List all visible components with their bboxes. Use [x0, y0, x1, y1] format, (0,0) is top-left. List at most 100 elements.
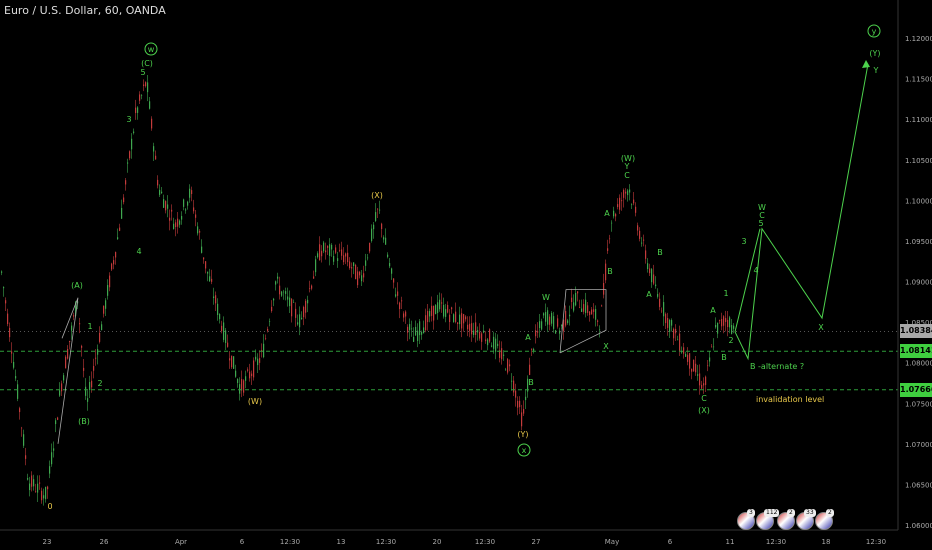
candle-body: [447, 304, 449, 313]
time-axis[interactable]: 23 26 Apr 6 12:30 13 12:30 20 12:30 27 May 6 11 12:30…: [0, 529, 898, 546]
wave-label: (X): [698, 406, 710, 415]
price-tick-label: 1.12000: [905, 35, 932, 43]
candle-body: [467, 324, 469, 330]
candle-body: [217, 303, 219, 315]
candle-body: [253, 360, 255, 378]
candle-body: [615, 213, 617, 217]
candle-body: [493, 336, 495, 349]
candle-body: [361, 275, 363, 282]
candle-body: [31, 475, 33, 487]
candle-body: [109, 275, 111, 288]
candle-body: [367, 257, 369, 259]
candle-body: [107, 285, 109, 296]
candle-body: [11, 351, 13, 354]
candle-body: [635, 206, 637, 213]
wave-label: A: [525, 333, 531, 342]
time-tick-label: 26: [100, 538, 109, 546]
candle-body: [477, 330, 479, 333]
wave-label: B: [657, 248, 663, 257]
candle-body: [103, 305, 105, 314]
wave-circle-icon: [867, 24, 881, 38]
time-tick-label: 13: [337, 538, 346, 546]
candle-body: [555, 330, 557, 334]
candle-body: [63, 375, 65, 381]
candle-body: [263, 343, 265, 358]
candle-body: [193, 207, 195, 212]
candle-body: [237, 379, 239, 383]
candle-body: [69, 340, 71, 343]
candle-body: [313, 276, 315, 279]
candle-body: [391, 268, 393, 274]
candle-body: [353, 262, 355, 266]
candle-body: [579, 307, 581, 308]
projection-path: [734, 63, 869, 361]
candle-body: [15, 376, 17, 379]
price-axis[interactable]: 1.06000 1.06500 1.07000 1.07500 1.08000 1.085…: [897, 0, 932, 530]
candle-body: [187, 201, 189, 206]
candle-body: [319, 244, 321, 261]
wave-label: B: [528, 378, 534, 387]
wave-label: 2: [97, 379, 102, 388]
wave-label: (X): [371, 191, 383, 200]
price-tick-label: 1.07500: [905, 400, 932, 408]
candle-body: [681, 351, 683, 353]
candle-body: [587, 305, 589, 313]
candle-body: [381, 223, 383, 230]
candle-body: [507, 359, 509, 373]
candle-body: [341, 249, 343, 256]
candle-body: [471, 323, 473, 335]
event-count: 112: [764, 509, 780, 517]
candle-body: [573, 302, 575, 311]
wave-label: C: [624, 171, 630, 180]
candle-body: [651, 269, 653, 283]
candle-body: [5, 300, 7, 304]
candle-body: [267, 328, 269, 331]
candle-body: [85, 386, 87, 396]
candle-body: [439, 299, 441, 310]
candle-body: [369, 242, 371, 252]
candle-body: [653, 274, 655, 284]
candle-body: [495, 338, 497, 352]
wave-label: (Y): [869, 49, 880, 58]
candle-body: [461, 313, 463, 329]
candle-body: [731, 325, 733, 335]
candle-body: [491, 345, 493, 347]
candle-body: [567, 320, 569, 323]
candle-body: [281, 291, 283, 296]
candle-body: [393, 278, 395, 283]
wave-label: X: [818, 323, 824, 332]
candle-body: [479, 331, 481, 339]
candle-body: [233, 356, 235, 369]
candle-body: [235, 370, 237, 377]
candle-body: [53, 448, 55, 451]
price-tick-label: 1.06500: [905, 481, 932, 489]
candle-body: [673, 328, 675, 339]
candle-body: [585, 299, 587, 314]
wave-label: C: [701, 394, 707, 403]
candle-body: [453, 314, 455, 323]
event-count: 3: [747, 509, 755, 517]
candle-body: [349, 261, 351, 269]
candle-body: [315, 259, 317, 273]
candle-body: [227, 342, 229, 347]
candle-body: [725, 318, 727, 322]
candle-body: [139, 94, 141, 101]
wave-label: 3: [741, 237, 746, 246]
candle-body: [219, 314, 221, 320]
candle-body: [143, 84, 145, 86]
symbol-title: Euro / U.S. Dollar, 60, OANDA: [4, 4, 166, 17]
candle-body: [173, 223, 175, 229]
candle-body: [665, 313, 667, 324]
wave-label: 4: [136, 247, 141, 256]
candle-body: [165, 201, 167, 211]
candle-body: [499, 350, 501, 358]
candle-body: [595, 309, 597, 320]
candle-body: [497, 343, 499, 347]
candle-body: [521, 412, 523, 427]
candle-body: [231, 355, 233, 368]
candle-body: [45, 486, 47, 500]
candle-body: [531, 348, 533, 350]
candle-body: [343, 255, 345, 263]
candle-body: [289, 297, 291, 307]
